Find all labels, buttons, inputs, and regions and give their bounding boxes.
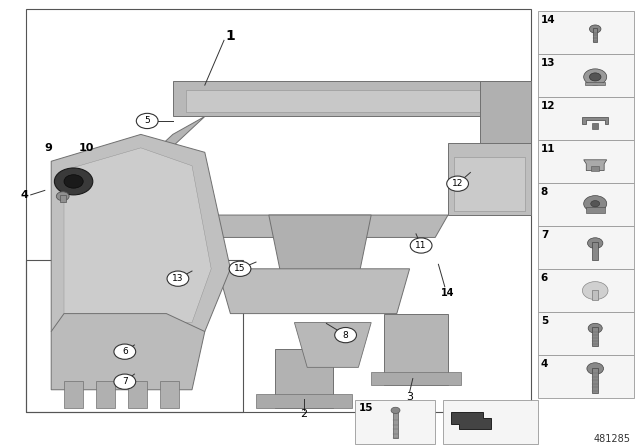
Circle shape <box>582 282 608 300</box>
Polygon shape <box>186 90 518 112</box>
Text: 7: 7 <box>541 230 548 240</box>
Polygon shape <box>480 81 531 215</box>
Text: 11: 11 <box>541 144 556 154</box>
Circle shape <box>588 238 603 249</box>
Text: 15: 15 <box>358 403 373 413</box>
Text: 5: 5 <box>541 316 548 326</box>
Bar <box>592 290 598 300</box>
Text: 3: 3 <box>406 392 413 402</box>
Bar <box>355 400 435 444</box>
Text: 5: 5 <box>145 116 150 125</box>
Polygon shape <box>256 394 352 408</box>
Bar <box>60 195 66 202</box>
Text: 14: 14 <box>441 289 455 298</box>
Bar <box>586 207 605 213</box>
Polygon shape <box>584 160 607 171</box>
Bar <box>443 400 538 444</box>
Polygon shape <box>275 349 333 408</box>
Circle shape <box>136 113 158 129</box>
Circle shape <box>588 323 602 333</box>
Circle shape <box>114 374 136 389</box>
Text: 10: 10 <box>79 143 94 153</box>
Text: 12: 12 <box>452 179 463 188</box>
Bar <box>128 381 147 408</box>
Bar <box>393 412 398 438</box>
Bar <box>538 312 634 355</box>
Text: 8: 8 <box>343 331 348 340</box>
Bar <box>538 140 634 183</box>
Text: 15: 15 <box>234 264 246 273</box>
Polygon shape <box>384 314 448 385</box>
Text: 7: 7 <box>122 377 127 386</box>
Circle shape <box>587 363 604 375</box>
Bar <box>538 183 634 226</box>
Polygon shape <box>64 148 211 323</box>
Bar <box>538 54 634 97</box>
Text: 1: 1 <box>225 29 236 43</box>
Bar <box>538 355 634 398</box>
Text: 9: 9 <box>45 143 52 153</box>
Polygon shape <box>454 157 525 211</box>
Circle shape <box>114 344 136 359</box>
Circle shape <box>410 238 432 253</box>
Text: 12: 12 <box>541 101 556 111</box>
Polygon shape <box>173 81 531 116</box>
Bar <box>593 28 597 43</box>
Polygon shape <box>51 134 230 332</box>
Polygon shape <box>96 215 448 237</box>
Polygon shape <box>448 143 531 215</box>
Text: 8: 8 <box>541 187 548 197</box>
Bar <box>96 381 115 408</box>
Bar <box>585 82 605 86</box>
Polygon shape <box>451 412 491 429</box>
Polygon shape <box>96 116 205 206</box>
Bar <box>592 242 598 260</box>
Text: 4: 4 <box>541 359 548 369</box>
Circle shape <box>589 73 601 81</box>
Circle shape <box>584 69 607 85</box>
Bar <box>160 381 179 408</box>
Bar <box>538 11 634 54</box>
Text: 14: 14 <box>541 15 556 25</box>
Bar <box>26 9 531 412</box>
Bar <box>26 260 243 412</box>
Polygon shape <box>582 117 608 125</box>
Polygon shape <box>269 215 371 278</box>
Text: 2: 2 <box>300 409 308 419</box>
Text: 4: 4 <box>20 190 28 200</box>
Circle shape <box>56 192 69 201</box>
Polygon shape <box>294 323 371 367</box>
Circle shape <box>391 407 400 414</box>
Circle shape <box>584 196 607 212</box>
Circle shape <box>54 168 93 195</box>
Bar <box>592 327 598 346</box>
Text: 13: 13 <box>541 58 556 68</box>
Circle shape <box>591 201 600 207</box>
Circle shape <box>167 271 189 286</box>
Bar <box>64 381 83 408</box>
Text: 481285: 481285 <box>593 435 630 444</box>
Polygon shape <box>371 372 461 385</box>
Circle shape <box>335 327 356 343</box>
Circle shape <box>229 261 251 276</box>
Text: 6: 6 <box>122 347 127 356</box>
Bar <box>592 368 598 393</box>
Bar <box>538 269 634 312</box>
Text: 11: 11 <box>415 241 427 250</box>
Text: 6: 6 <box>541 273 548 283</box>
Bar <box>538 97 634 140</box>
Bar <box>538 226 634 269</box>
Polygon shape <box>51 314 205 390</box>
Text: 13: 13 <box>172 274 184 283</box>
Circle shape <box>589 25 601 33</box>
Circle shape <box>447 176 468 191</box>
Circle shape <box>64 175 83 188</box>
Polygon shape <box>218 269 410 314</box>
Bar <box>592 123 598 129</box>
Bar <box>591 166 599 171</box>
